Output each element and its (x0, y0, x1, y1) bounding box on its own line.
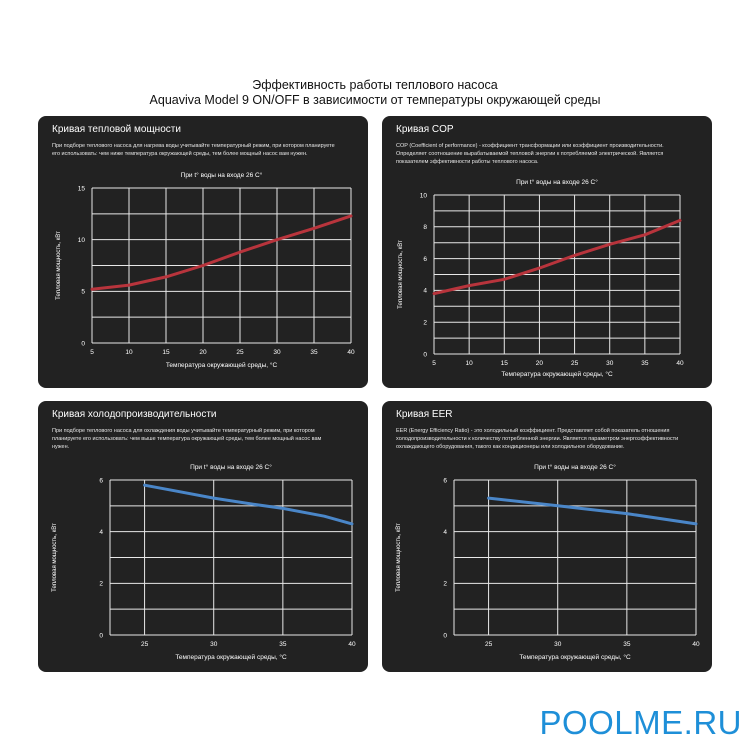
x-tick-label: 20 (536, 360, 544, 367)
watermark-logo: POOLME.RU (539, 704, 742, 741)
y-tick-label: 15 (78, 185, 86, 192)
x-tick-label: 10 (466, 360, 474, 367)
x-tick-label: 40 (347, 349, 355, 356)
description-line: EER (Energy Efficiency Ratio) - это холо… (396, 428, 670, 434)
x-axis-label: Температура окружающей среды, °C (519, 653, 631, 661)
y-tick-label: 6 (423, 256, 427, 263)
x-tick-label: 30 (606, 360, 614, 367)
y-tick-label: 4 (99, 529, 103, 536)
panel-description: COP (Coefficient of performance) - коэфф… (396, 142, 664, 166)
y-tick-label: 4 (423, 288, 427, 295)
description-line: планируете его использовать: чем выше те… (52, 436, 322, 442)
chart-subtitle: При t° воды на входе 26 C° (190, 463, 272, 471)
y-tick-label: 6 (99, 477, 103, 484)
page-title-line-1: Эффективность работы теплового насоса (252, 78, 498, 92)
y-tick-label: 4 (443, 529, 447, 536)
x-tick-label: 35 (310, 349, 318, 356)
description-line: охлаждающего оборудования, такого как ко… (396, 444, 625, 450)
cop-panel: Кривая COP COP (Coefficient of performan… (382, 116, 712, 388)
panel-title: Кривая тепловой мощности (52, 124, 181, 135)
chart-subtitle: При t° воды на входе 26 C° (181, 171, 263, 179)
description-line: холодопроизводительности к количеству по… (396, 436, 679, 442)
y-tick-label: 2 (423, 320, 427, 327)
y-tick-label: 0 (423, 351, 427, 358)
eer-chart: 25 30 35 40 0 2 4 6 При t° воды на входе 26 C° Те… (396, 463, 700, 661)
description-line: показателем эффективности работы теплово… (396, 159, 539, 165)
y-tick-label: 2 (443, 581, 447, 588)
panel-title: Кривая EER (396, 409, 453, 420)
x-tick-label: 5 (90, 349, 94, 356)
x-axis-label: Температура окружающей среды, °C (501, 370, 613, 378)
x-tick-label: 30 (554, 641, 562, 648)
y-tick-label: 2 (99, 581, 103, 588)
y-tick-label: 5 (81, 289, 85, 296)
eer-panel: Кривая EER EER (Energy Efficiency Ratio)… (382, 401, 712, 672)
description-line: COP (Coefficient of performance) - коэфф… (396, 143, 664, 149)
x-tick-label: 35 (641, 360, 649, 367)
panel-description: EER (Energy Efficiency Ratio) - это холо… (396, 427, 678, 451)
x-tick-label: 30 (273, 349, 281, 356)
panel-description: При подборе теплового насоса для нагрева… (52, 142, 335, 158)
x-tick-label: 5 (432, 360, 436, 367)
cop-chart: 5 10 15 20 25 30 35 40 0 2 4 6 8 10 При t° воды на вхо… (398, 178, 684, 378)
series-line (90, 214, 353, 291)
x-tick-label: 10 (125, 349, 133, 356)
x-tick-label: 35 (623, 641, 631, 648)
cooling-capacity-chart: 25 30 35 40 0 2 4 6 При t° воды на входе 26 C° Те… (52, 463, 356, 661)
x-tick-label: 25 (485, 641, 493, 648)
x-tick-label: 25 (141, 641, 149, 648)
description-line: При подборе теплового насоса для охлажде… (52, 428, 315, 434)
y-axis-label: Тепловая мощность, кВт (52, 523, 58, 592)
y-tick-label: 0 (81, 340, 85, 347)
description-line: Определяет соотношение вырабатываемой те… (396, 151, 664, 157)
x-tick-label: 25 (236, 349, 244, 356)
description-line: его использовать: чем ниже температура о… (52, 151, 308, 157)
panel-description: При подборе теплового насоса для охлажде… (52, 427, 321, 451)
x-tick-label: 25 (571, 360, 579, 367)
y-axis-label: Тепловая мощность, кВт (56, 231, 62, 300)
y-axis-label: Тепловая мощность, кВт (396, 523, 402, 592)
panel-title: Кривая COP (396, 124, 454, 135)
cooling-capacity-panel: Кривая холодопроизводительности При подб… (38, 401, 368, 672)
x-tick-label: 15 (501, 360, 509, 367)
y-tick-label: 10 (420, 192, 428, 199)
heating-capacity-panel: Кривая тепловой мощности При подборе теп… (38, 116, 368, 388)
chart-subtitle: При t° воды на входе 26 C° (534, 463, 616, 471)
x-tick-label: 15 (162, 349, 170, 356)
x-tick-label: 20 (199, 349, 207, 356)
y-axis-label: Тепловая мощность, кВт (398, 240, 404, 309)
series-line (432, 218, 682, 296)
x-tick-label: 40 (692, 641, 700, 648)
x-tick-label: 40 (676, 360, 684, 367)
x-tick-label: 40 (348, 641, 356, 648)
y-tick-label: 8 (423, 224, 427, 231)
description-line: нужен. (52, 444, 70, 450)
x-tick-label: 35 (279, 641, 287, 648)
description-line: При подборе теплового насоса для нагрева… (52, 143, 335, 149)
y-tick-label: 6 (443, 477, 447, 484)
y-tick-label: 0 (443, 632, 447, 639)
page-title: Эффективность работы теплового насоса Aq… (0, 78, 750, 108)
x-axis-label: Температура окружающей среды, °C (166, 361, 278, 369)
x-tick-label: 30 (210, 641, 218, 648)
y-tick-label: 10 (78, 237, 86, 244)
page-title-line-2: Aquaviva Model 9 ON/OFF в зависимости от… (149, 93, 601, 107)
series-line (487, 496, 698, 526)
series-line (143, 483, 354, 526)
y-tick-label: 0 (99, 632, 103, 639)
chart-subtitle: При t° воды на входе 26 C° (516, 178, 598, 186)
x-axis-label: Температура окружающей среды, °C (175, 653, 287, 661)
panel-title: Кривая холодопроизводительности (52, 409, 217, 420)
